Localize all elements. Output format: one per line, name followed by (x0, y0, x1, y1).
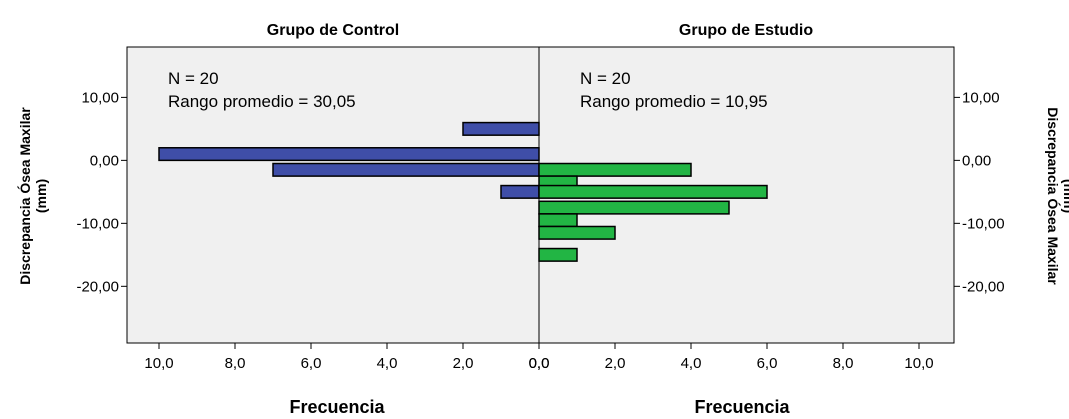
right-bar-2 (538, 184, 768, 199)
right-y-axis-title: Discrepancia Ósea Maxilar (mm) (1045, 107, 1069, 285)
right-annotation-n: N = 20 (580, 69, 631, 88)
right-x-tick-label-2: 4,0 (681, 355, 702, 372)
left-y-tick-label-1: 0,00 (90, 152, 119, 169)
right-bar-5 (538, 225, 616, 240)
right-panel-title: Grupo de Estudio (679, 22, 813, 39)
left-x-axis-label: Frecuencia (289, 397, 385, 417)
left-x-tick-label-3: 6,0 (301, 355, 322, 372)
right-y-axis-title-line-2: (mm) (1061, 179, 1069, 213)
left-bar-2 (272, 162, 540, 177)
left-x-tick-label-1: 2,0 (453, 355, 474, 372)
right-y-tick-label-3: -20,00 (962, 278, 1005, 295)
right-y-tick-label-1: 0,00 (962, 152, 991, 169)
right-y-axis-title-line-1: Discrepancia Ósea Maxilar (1045, 107, 1062, 285)
chart-marks: 10,00 10,00 0,00 0,00 -10,00 -10,00 -20,00 -20,… (76, 47, 1005, 372)
right-bar-0 (538, 162, 692, 177)
right-bar-4 (538, 213, 578, 228)
right-x-tick-label-3: 6,0 (757, 355, 778, 372)
left-bar-1 (158, 147, 540, 162)
left-bar-3 (500, 184, 540, 199)
left-x-tick-label-5: 10,0 (144, 355, 173, 372)
right-x-tick-label-0: 0,0 (529, 355, 550, 372)
left-annotation-n: N = 20 (168, 69, 219, 88)
right-bar-3 (538, 200, 730, 215)
left-x-tick-label-2: 4,0 (377, 355, 398, 372)
left-y-tick-label-3: -20,00 (76, 278, 119, 295)
left-panel-background (126, 46, 540, 344)
left-x-tick-label-4: 8,0 (225, 355, 246, 372)
right-y-tick-label-0: 10,00 (962, 89, 1000, 106)
left-y-tick-label-2: -10,00 (76, 215, 119, 232)
left-annotation-rank: Rango promedio = 30,05 (168, 92, 356, 111)
left-y-axis-title-line-2: (mm) (33, 179, 49, 213)
left-panel-title: Grupo de Control (267, 22, 399, 39)
right-x-axis-label: Frecuencia (694, 397, 790, 417)
left-y-tick-label-0: 10,00 (81, 89, 119, 106)
left-y-axis-title-line-1: Discrepancia Ósea Maxilar (16, 107, 33, 285)
right-x-tick-label-4: 8,0 (833, 355, 854, 372)
right-bar-6 (538, 247, 578, 262)
left-x-tick-label-0: 0,0 (529, 355, 550, 372)
right-y-tick-label-2: -10,00 (962, 215, 1005, 232)
right-annotation-rank: Rango promedio = 10,95 (580, 92, 768, 111)
left-bar-0 (462, 121, 540, 136)
right-x-tick-label-5: 10,0 (904, 355, 933, 372)
left-y-axis-title: Discrepancia Ósea Maxilar (mm) (16, 107, 49, 285)
right-x-tick-label-1: 2,0 (605, 355, 626, 372)
